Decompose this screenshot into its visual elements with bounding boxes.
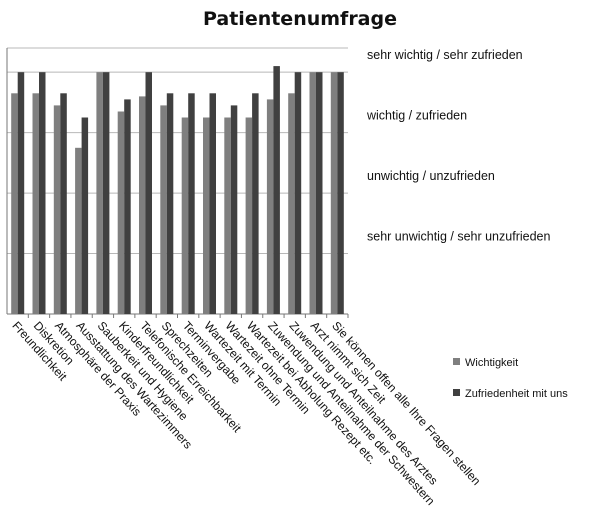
y-level-label-3: sehr wichtig / sehr zufrieden: [367, 48, 523, 62]
bar-zufriedenheit-11: [252, 93, 259, 314]
bar-zufriedenheit-8: [188, 93, 195, 314]
bar-zufriedenheit-9: [209, 93, 216, 314]
bar-wichtigkeit-4: [96, 72, 103, 314]
bar-wichtigkeit-1: [32, 93, 39, 314]
bar-wichtigkeit-10: [224, 117, 231, 314]
bar-wichtigkeit-6: [139, 96, 146, 315]
bar-wichtigkeit-12: [266, 99, 274, 315]
y-level-label-2: wichtig / zufrieden: [366, 109, 467, 123]
bar-zufriedenheit-6: [145, 72, 152, 314]
bar-zufriedenheit-13: [294, 72, 302, 314]
legend-swatch-wichtigkeit: [453, 358, 460, 365]
bar-zufriedenheit-0: [17, 72, 25, 314]
chart-title: Patientenumfrage: [202, 8, 397, 30]
bar-zufriedenheit-7: [166, 93, 174, 314]
bar-wichtigkeit-8: [181, 117, 189, 314]
bar-zufriedenheit-2: [60, 93, 67, 314]
bar-wichtigkeit-0: [11, 93, 18, 314]
bar-zufriedenheit-3: [81, 117, 89, 314]
bar-zufriedenheit-15: [337, 72, 344, 314]
bar-wichtigkeit-3: [75, 147, 82, 315]
bar-wichtigkeit-5: [117, 111, 125, 314]
bar-wichtigkeit-2: [53, 105, 61, 315]
legend-swatch-zufriedenheit: [453, 389, 460, 396]
bar-zufriedenheit-1: [39, 72, 46, 314]
bar-wichtigkeit-11: [245, 117, 253, 314]
bar-wichtigkeit-9: [203, 117, 210, 314]
bar-wichtigkeit-13: [288, 93, 295, 314]
bar-zufriedenheit-10: [230, 105, 238, 315]
y-level-label-0: sehr unwichtig / sehr unzufrieden: [367, 230, 550, 244]
bar-zufriedenheit-5: [124, 99, 131, 315]
bar-wichtigkeit-7: [160, 105, 167, 315]
bar-zufriedenheit-4: [102, 72, 110, 314]
y-level-label-1: unwichtig / unzufrieden: [367, 169, 495, 183]
legend-label-zufriedenheit: Zufriedenheit mit uns: [465, 388, 568, 400]
legend-label-wichtigkeit: Wichtigkeit: [465, 357, 518, 369]
bar-zufriedenheit-12: [273, 66, 280, 314]
bar-wichtigkeit-15: [330, 72, 338, 314]
bar-zufriedenheit-14: [316, 72, 323, 314]
bar-wichtigkeit-14: [309, 72, 316, 314]
